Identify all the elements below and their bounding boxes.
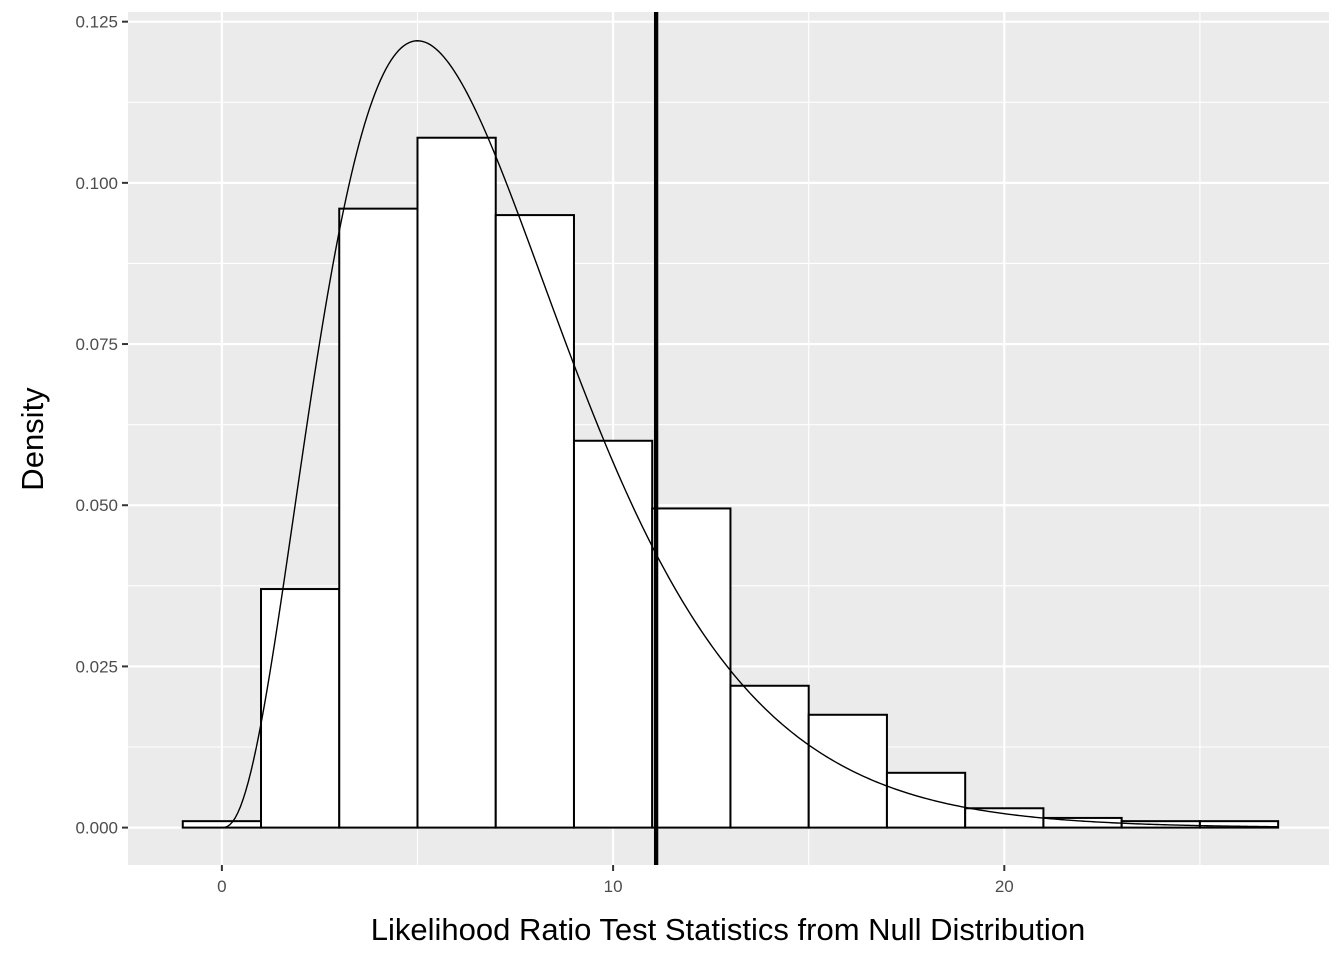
x-tick-label: 20: [995, 877, 1014, 896]
histogram-bar: [416, 136, 497, 829]
y-tick-label: 0.100: [75, 174, 118, 193]
histogram-bar: [885, 771, 967, 829]
x-tick-label: 0: [217, 877, 226, 896]
x-tick-label: 10: [604, 877, 623, 896]
y-tick-label: 0.050: [75, 496, 118, 515]
density-curve: [221, 40, 1279, 829]
y-tick-label: 0.075: [75, 335, 118, 354]
histogram-bar: [572, 439, 654, 829]
histogram-bar: [181, 820, 263, 829]
histogram-bar: [338, 207, 419, 829]
histogram-bar: [494, 214, 575, 829]
histogram-bar: [729, 684, 810, 829]
histogram-bar: [807, 713, 888, 829]
y-axis: 0.000 0.025 0.050 0.075 0.100 0.125: [75, 13, 128, 838]
x-axis-title: Likelihood Ratio Test Statistics from Nu…: [371, 912, 1085, 947]
y-tick-label: 0.125: [75, 13, 118, 32]
y-axis-title: Density: [15, 387, 50, 491]
histogram-bar: [651, 507, 732, 829]
y-tick-label: 0.025: [75, 657, 118, 676]
y-tick-label: 0.000: [75, 819, 118, 838]
histogram-bar: [260, 588, 341, 829]
histogram-bars: [181, 136, 1280, 829]
histogram-bar: [964, 807, 1045, 829]
x-axis: 0 10 20: [217, 865, 1014, 896]
histogram-bar: [1198, 820, 1280, 829]
